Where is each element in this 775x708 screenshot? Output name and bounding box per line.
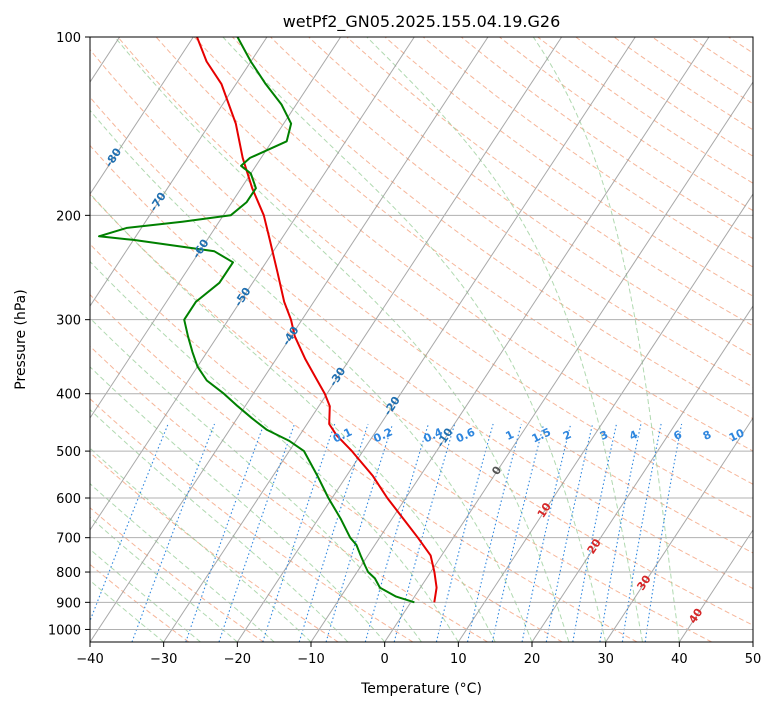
y-tick-label: 800 [56, 566, 81, 581]
dry-adiabat [232, 37, 753, 420]
moist-adiabat [222, 37, 607, 642]
x-tick-label: −20 [224, 652, 251, 667]
dry-adiabat [90, 398, 414, 642]
isotherm [236, 37, 636, 642]
y-tick-label: 900 [56, 596, 81, 611]
mixing-ratio-line [185, 423, 265, 642]
moist-adiabat [90, 516, 238, 642]
mixing-ratio-line [572, 423, 618, 642]
dry-adiabat [90, 96, 753, 590]
moist-adiabat [90, 483, 275, 642]
mixing-ratio-line [131, 423, 216, 642]
x-tick-label: 10 [450, 652, 467, 667]
dry-adiabat [460, 37, 753, 240]
dry-adiabat [537, 37, 753, 184]
isotherm [90, 37, 268, 307]
x-tick-label: 50 [745, 652, 762, 667]
y-axis-label: Pressure (hPa) [13, 289, 29, 389]
y-tick-label: 400 [56, 388, 81, 403]
isotherm [310, 37, 710, 642]
x-tick-label: −10 [297, 652, 324, 667]
y-tick-label: 700 [56, 532, 81, 547]
dry-adiabat [90, 293, 563, 642]
mixing-ratio-line [364, 423, 429, 642]
moist-adiabat [90, 447, 312, 642]
dry-adiabat [575, 37, 753, 157]
moist-adiabat [90, 366, 386, 642]
x-axis-ticks: −40 −30 −20 −10 0 10 20 30 40 50 [76, 642, 761, 667]
moist-adiabat [90, 260, 459, 642]
y-tick-label: 200 [56, 209, 81, 224]
chart-title: wetPf2_GN05.2025.155.04.19.G26 [283, 12, 561, 32]
moist-adiabat [90, 579, 165, 642]
dewpoint-trace [98, 37, 415, 604]
dry-adiabat [384, 37, 753, 297]
mixing-ratio-line [393, 423, 456, 642]
mixing-ratio-line [621, 423, 662, 642]
isotherm [90, 37, 194, 195]
isotherm [163, 37, 563, 642]
isotherm [90, 37, 489, 642]
y-tick-label: 100 [56, 31, 81, 46]
mixing-ratio-line [521, 423, 572, 642]
dry-adiabat [90, 48, 753, 554]
moist-adiabat [90, 408, 349, 642]
dry-adiabat [346, 37, 753, 327]
temperature-trace [196, 37, 438, 603]
y-tick-label: 500 [56, 445, 81, 460]
mixing-ratio-line [545, 423, 594, 642]
y-tick-label: 1000 [48, 623, 81, 638]
profile-traces [98, 37, 438, 604]
isotherm [605, 417, 753, 642]
x-axis-label: Temperature (°C) [360, 681, 482, 697]
isotherm [90, 37, 415, 531]
moist-adiabat [90, 548, 201, 642]
x-tick-label: 20 [524, 652, 541, 667]
moist-adiabat [90, 109, 533, 642]
isotherm [678, 529, 753, 642]
dry-adiabat [193, 37, 753, 452]
x-tick-label: −30 [150, 652, 177, 667]
pressure-grid [90, 37, 753, 630]
mixing-ratio-line [218, 423, 296, 642]
moist-adiabat [532, 37, 680, 642]
x-tick-label: −40 [76, 652, 103, 667]
mixing-ratio-line [491, 423, 545, 642]
isotherm [384, 81, 753, 642]
mixing-ratio-line [599, 423, 642, 642]
x-tick-label: 40 [671, 652, 688, 667]
mixing-ratio-line [466, 423, 522, 642]
y-tick-label: 600 [56, 492, 81, 507]
mixing-ratio-line [644, 423, 683, 642]
x-tick-label: 0 [381, 652, 389, 667]
dry-adiabat [308, 37, 753, 357]
moist-adiabat [90, 192, 496, 642]
moist-adiabat [366, 37, 643, 642]
mixing-ratio-line [90, 423, 169, 623]
isotherm [90, 37, 342, 419]
mixing-ratio-line [435, 423, 494, 642]
isotherm [531, 305, 753, 642]
isotherm [457, 193, 753, 642]
x-tick-label: 30 [597, 652, 614, 667]
dry-adiabat [270, 37, 753, 388]
plot-frame [89, 36, 754, 643]
moist-adiabat [114, 37, 570, 642]
y-axis-ticks: 1000 900 800 700 600 500 400 300 200 100 [48, 31, 90, 638]
y-tick-label: 300 [56, 314, 81, 329]
mixing-ratio-label: 10 [727, 426, 747, 444]
